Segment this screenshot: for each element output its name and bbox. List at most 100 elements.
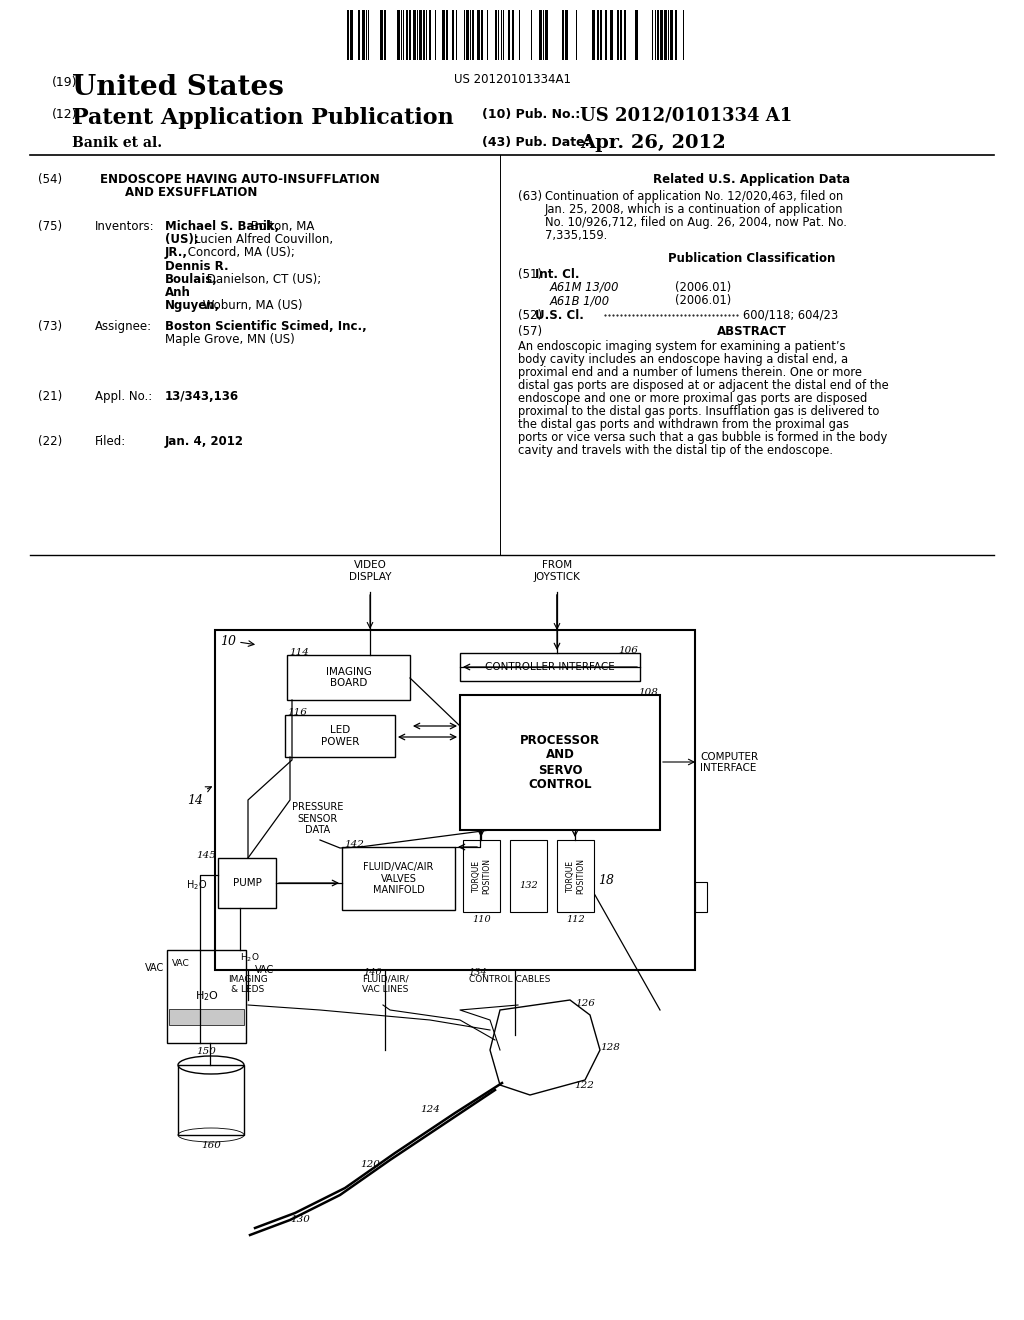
Bar	[592, 11, 595, 59]
Text: CONTROLLER INTERFACE: CONTROLLER INTERFACE	[485, 663, 614, 672]
Bar	[460, 696, 660, 830]
Bar	[397, 11, 400, 59]
Bar	[675, 11, 677, 59]
Bar	[512, 11, 514, 59]
Text: (22): (22)	[38, 436, 62, 447]
Bar	[620, 11, 622, 59]
Bar	[660, 11, 663, 59]
Text: 14: 14	[187, 793, 203, 807]
Bar	[380, 11, 383, 59]
Text: IMAGING
& LEDS: IMAGING & LEDS	[228, 975, 268, 994]
Text: Dennis R.: Dennis R.	[165, 260, 228, 273]
Text: Int. Cl.: Int. Cl.	[535, 268, 580, 281]
Bar	[472, 11, 474, 59]
Text: Filed:: Filed:	[95, 436, 126, 447]
Text: TORQUE
POSITION: TORQUE POSITION	[472, 858, 492, 894]
Text: A61B 1/00: A61B 1/00	[550, 294, 610, 308]
Bar	[562, 11, 564, 59]
Text: cavity and travels with the distal tip of the endoscope.: cavity and travels with the distal tip o…	[518, 444, 833, 457]
Text: 108: 108	[638, 688, 658, 697]
Text: 150: 150	[197, 1047, 216, 1056]
Text: Anh: Anh	[165, 286, 190, 300]
Bar	[423, 11, 425, 59]
Text: Apr. 26, 2012: Apr. 26, 2012	[580, 135, 726, 152]
Text: (43) Pub. Date:: (43) Pub. Date:	[482, 136, 590, 149]
Bar	[539, 11, 542, 59]
Text: (21): (21)	[38, 389, 62, 403]
Text: 7,335,159.: 7,335,159.	[545, 228, 607, 242]
Bar	[657, 11, 659, 59]
Bar	[635, 11, 638, 59]
Text: 130: 130	[290, 1214, 310, 1224]
Bar	[384, 11, 386, 59]
Text: VAC: VAC	[172, 960, 189, 969]
Bar	[442, 11, 445, 59]
Bar	[495, 11, 497, 59]
Text: (75): (75)	[38, 220, 62, 234]
Text: PRESSURE
SENSOR
DATA: PRESSURE SENSOR DATA	[292, 803, 344, 836]
Text: 13/343,136: 13/343,136	[165, 389, 240, 403]
Text: 110: 110	[472, 915, 490, 924]
Text: 140: 140	[362, 968, 382, 977]
Bar	[477, 11, 480, 59]
Text: 160: 160	[201, 1140, 221, 1150]
Bar	[413, 11, 416, 59]
Bar	[597, 11, 599, 59]
Text: CONTROL CABLES: CONTROL CABLES	[469, 975, 551, 983]
Text: body cavity includes an endoscope having a distal end, a: body cavity includes an endoscope having…	[518, 352, 848, 366]
Text: ports or vice versa such that a gas bubble is formed in the body: ports or vice versa such that a gas bubb…	[518, 432, 887, 444]
Text: (54): (54)	[38, 173, 62, 186]
Text: (10) Pub. No.:: (10) Pub. No.:	[482, 108, 581, 121]
Bar	[481, 11, 483, 59]
Text: H$_2$O: H$_2$O	[185, 878, 207, 892]
Text: JR.,: JR.,	[165, 247, 188, 260]
Bar	[605, 11, 607, 59]
Text: IMAGING
BOARD: IMAGING BOARD	[326, 667, 372, 688]
Bar	[557, 840, 594, 912]
Bar	[695, 882, 707, 912]
Text: Danielson, CT (US);: Danielson, CT (US);	[204, 273, 326, 286]
Bar	[624, 11, 626, 59]
Text: PROCESSOR
AND
SERVO
CONTROL: PROCESSOR AND SERVO CONTROL	[520, 734, 600, 792]
Text: 106: 106	[618, 645, 638, 655]
Text: 128: 128	[600, 1044, 620, 1052]
Bar	[460, 653, 640, 681]
Text: FROM
JOYSTICK: FROM JOYSTICK	[534, 561, 581, 582]
Text: 18: 18	[598, 874, 614, 887]
Text: 124: 124	[420, 1105, 440, 1114]
Text: Jan. 25, 2008, which is a continuation of application: Jan. 25, 2008, which is a continuation o…	[545, 203, 844, 216]
Bar	[446, 11, 449, 59]
Text: An endoscopic imaging system for examining a patient’s: An endoscopic imaging system for examini…	[518, 341, 846, 352]
Text: (19): (19)	[52, 77, 78, 88]
Text: A61M 13/00: A61M 13/00	[550, 281, 620, 294]
Text: Nguyen,: Nguyen,	[165, 300, 220, 313]
Text: Jan. 4, 2012: Jan. 4, 2012	[165, 436, 244, 447]
Text: the distal gas ports and withdrawn from the proximal gas: the distal gas ports and withdrawn from …	[518, 418, 849, 432]
Text: Related U.S. Application Data: Related U.S. Application Data	[653, 173, 851, 186]
Text: 10: 10	[220, 635, 236, 648]
Bar	[169, 1008, 244, 1026]
Text: LED
POWER: LED POWER	[321, 725, 359, 747]
Text: US 20120101334A1: US 20120101334A1	[454, 73, 570, 86]
Bar	[508, 11, 510, 59]
Bar	[429, 11, 431, 59]
Text: U.S. Cl.: U.S. Cl.	[535, 309, 584, 322]
Text: VAC: VAC	[145, 964, 165, 973]
Text: endoscope and one or more proximal gas ports are disposed: endoscope and one or more proximal gas p…	[518, 392, 867, 405]
Bar	[600, 11, 602, 59]
Text: (57): (57)	[518, 325, 542, 338]
Bar	[342, 847, 455, 909]
Bar	[347, 11, 349, 59]
Text: PUMP: PUMP	[232, 878, 261, 888]
Text: Boston Scientific Scimed, Inc.,: Boston Scientific Scimed, Inc.,	[165, 319, 367, 333]
Text: TORQUE
POSITION: TORQUE POSITION	[566, 858, 585, 894]
Text: 142: 142	[344, 840, 364, 849]
Bar	[409, 11, 411, 59]
Text: (52): (52)	[518, 309, 542, 322]
Bar	[610, 11, 613, 59]
Text: 114: 114	[289, 648, 309, 657]
Text: Concord, MA (US);: Concord, MA (US);	[184, 247, 299, 260]
Text: VIDEO
DISPLAY: VIDEO DISPLAY	[349, 561, 391, 582]
Text: (12): (12)	[52, 108, 78, 121]
Bar	[510, 840, 547, 912]
